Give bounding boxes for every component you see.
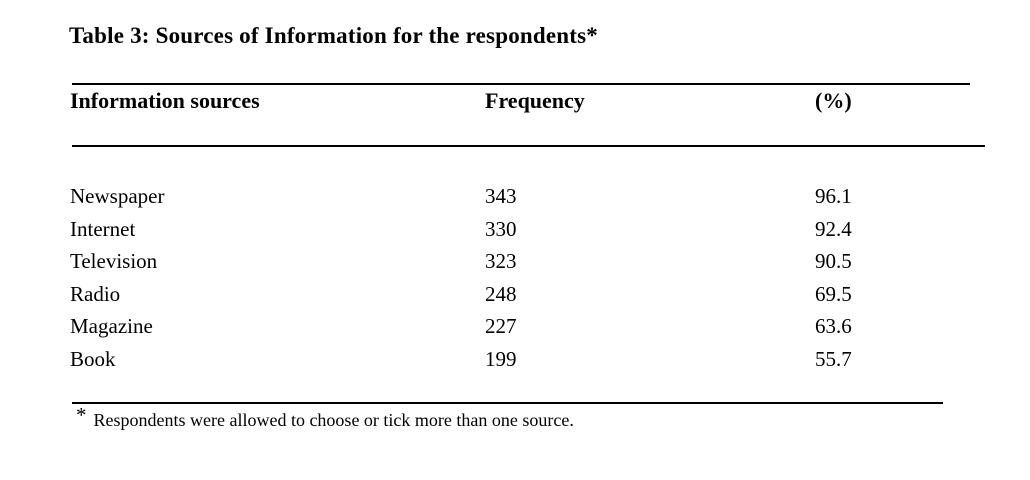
cell-source: Radio [70,281,121,306]
table-row: Radio 248 69.5 [70,278,990,311]
column-header-percent: (%) [815,88,852,113]
cell-source: Magazine [70,314,153,338]
table-row: Newspaper 343 96.1 [70,180,990,213]
footnote-text: Respondents were allowed to choose or ti… [93,410,574,430]
table-rule-header-bottom [72,145,985,147]
cell-frequency: 323 [485,249,517,273]
cell-source: Internet [70,216,136,241]
table-header-row: Information sources Frequency (%) [70,88,990,114]
table-rule-bottom [72,402,943,404]
table-body: Newspaper 343 96.1 Internet 330 92.4 Tel… [70,180,990,375]
cell-frequency: 199 [485,346,517,371]
table-rule-top [72,83,970,85]
column-header-frequency: Frequency [485,88,585,113]
cell-source: Television [70,249,158,273]
table-title: Table 3: Sources of Information for the … [69,23,598,48]
cell-source: Newspaper [70,184,165,208]
table-row: Internet 330 92.4 [70,213,990,246]
column-header-source: Information sources [70,88,260,113]
cell-source: Book [70,346,116,371]
table-row: Book 199 55.7 [70,343,990,376]
cell-percent: 63.6 [815,314,852,338]
cell-percent: 96.1 [815,184,852,208]
table-footnote: * Respondents were allowed to choose or t… [76,403,574,432]
cell-frequency: 227 [485,314,517,338]
table-row: Magazine 227 63.6 [70,310,990,343]
cell-frequency: 330 [485,216,517,241]
cell-percent: 55.7 [815,346,852,371]
cell-frequency: 343 [485,184,517,208]
cell-percent: 69.5 [815,281,852,306]
cell-percent: 90.5 [815,249,852,273]
table-row: Television 323 90.5 [70,245,990,278]
cell-percent: 92.4 [815,216,852,241]
footnote-asterisk: * [76,403,87,427]
cell-frequency: 248 [485,281,517,306]
